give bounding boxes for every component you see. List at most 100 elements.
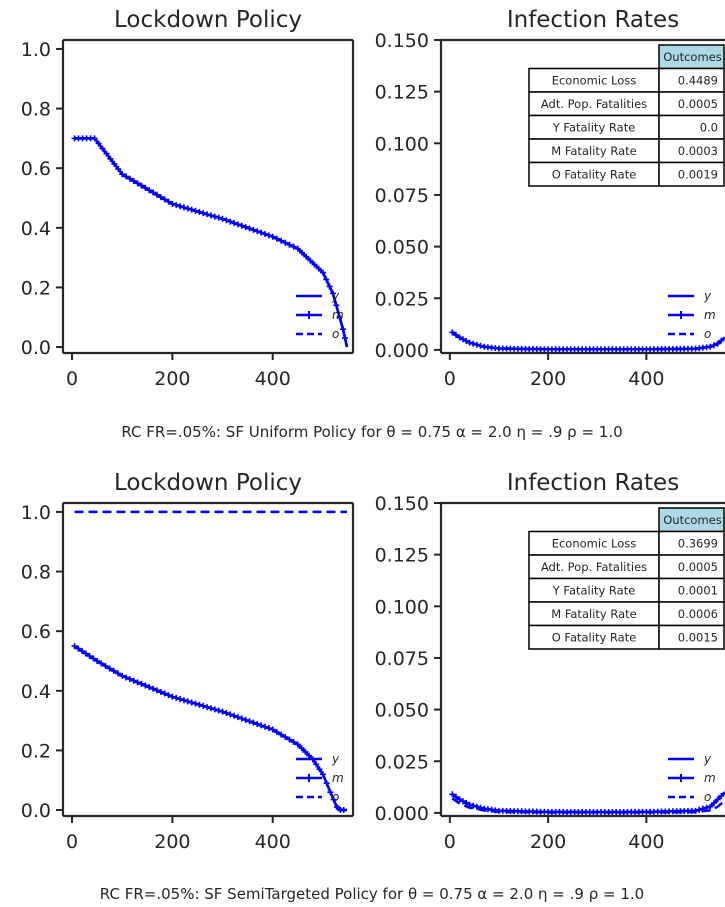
series-marker-m [177, 696, 184, 703]
x-tick-label: 400 [628, 831, 664, 853]
series-marker-m [196, 208, 203, 215]
legend-label-o: o [704, 327, 711, 341]
panel-3: Lockdown Policy 0.0 0.2 0.4 0.6 0.8 1.0 0 200 400… [21, 470, 355, 853]
series-marker-m [196, 701, 203, 708]
series-marker-m [90, 655, 97, 662]
legend-marker-m [677, 311, 685, 319]
series-marker-m [169, 693, 176, 700]
series-marker-m [302, 748, 309, 755]
series-marker-m [316, 766, 323, 773]
outcomes-row-label: Adt. Pop. Fatalities [541, 560, 647, 574]
series-marker-m [146, 684, 153, 691]
y-tick-label: 0.6 [21, 621, 51, 643]
series-marker-m [273, 729, 280, 736]
series-marker-m [110, 667, 117, 674]
outcomes-row-value: 0.0006 [678, 607, 718, 621]
series-marker-m [242, 716, 249, 723]
series-marker-m [207, 705, 214, 712]
caption-uniform-policy: RC FR=.05%: SF Uniform Policy for θ = 0.… [121, 423, 622, 441]
series-marker-m [227, 711, 234, 718]
series-marker-m [115, 670, 122, 677]
axes-frame [61, 501, 355, 818]
series-marker-m [211, 706, 218, 713]
x-tick-label: 200 [530, 831, 566, 853]
series-marker-m [223, 710, 230, 717]
series-marker-m [157, 194, 164, 201]
outcomes-row-value: 0.0005 [678, 97, 718, 111]
outcomes-row-value-cell [658, 624, 725, 650]
data-area [449, 791, 725, 816]
outcomes-row-value: 0.0005 [678, 560, 718, 574]
legend: ymo [296, 289, 344, 341]
y-tick-label: 0.025 [375, 751, 429, 773]
series-marker-m [184, 698, 191, 705]
series-marker-m [102, 662, 109, 669]
y-tick-label: 0.4 [21, 218, 51, 240]
outcomes-row-value: 0.3699 [678, 537, 718, 551]
series-marker-m [282, 734, 289, 741]
x-tick-label: 0 [66, 831, 78, 853]
series-marker-m [192, 700, 199, 707]
series-marker-m [323, 780, 330, 787]
data-area [71, 510, 347, 814]
y-tick-label: 0.0 [21, 800, 51, 822]
outcomes-row-label: O Fatality Rate [552, 168, 637, 182]
outcomes-header: Outcomes [663, 513, 721, 527]
y-tick-label: 1.0 [21, 39, 51, 61]
series-marker-m [262, 723, 269, 730]
legend-marker-m [305, 774, 313, 782]
series-marker-m [327, 789, 334, 796]
series-line-o [451, 797, 725, 814]
series-marker-m [153, 687, 160, 694]
series-marker-m [161, 690, 168, 697]
legend-label-o: o [332, 790, 339, 804]
series-marker-m [86, 653, 93, 660]
series-marker-m [306, 752, 313, 759]
y-tick-label: 0.6 [21, 158, 51, 180]
series-marker-m [330, 796, 337, 803]
series-marker-m [262, 230, 269, 237]
y-tick-label: 0.2 [21, 277, 51, 299]
x-tick-label: 400 [255, 831, 291, 853]
legend-label-y: y [331, 289, 340, 303]
series-marker-m [290, 738, 297, 745]
series-line-o [451, 331, 725, 351]
series-marker-m [119, 672, 126, 679]
outcomes-table: Outcomes Economic Loss 0.4489 Adt. Pop. Fat… [528, 44, 725, 187]
legend-label-o: o [332, 327, 339, 341]
series-marker-m [94, 657, 101, 664]
series-marker-m [223, 217, 230, 224]
series-marker-m [173, 694, 180, 701]
series-marker-m [165, 692, 172, 699]
y-tick-label: 0.075 [375, 648, 429, 670]
series-marker-m [82, 650, 89, 657]
panel-title: Lockdown Policy [114, 470, 302, 496]
outcomes-row-label: Economic Loss [552, 537, 637, 551]
legend-label-m: m [704, 771, 716, 785]
y-tick-label: 0.100 [375, 596, 429, 618]
legend-label-y: y [703, 752, 712, 766]
series-marker-m [126, 676, 133, 683]
outcomes-header: Outcomes [663, 50, 721, 64]
outcomes-row-value: 0.0 [700, 121, 718, 135]
x-tick-label: 0 [66, 368, 78, 390]
legend-label-m: m [332, 771, 344, 785]
legend-marker-m [677, 774, 685, 782]
y-tick-label: 0.025 [375, 288, 429, 310]
series-marker-m [250, 719, 257, 726]
series-marker-m [258, 722, 265, 729]
legend: ymo [668, 752, 716, 804]
series-marker-m [246, 718, 253, 725]
series-marker-m [278, 731, 285, 738]
series-line-o [74, 137, 349, 348]
data-area [449, 329, 725, 353]
legend: ymo [668, 289, 716, 341]
y-tick-label: 0.0 [21, 337, 51, 359]
outcomes-row-value: 0.0019 [678, 168, 718, 182]
series-marker-m [79, 648, 86, 655]
series-marker-m [286, 736, 293, 743]
panel-4: Infection Rates 0.000 0.025 0.050 0.075 0.100… [375, 470, 725, 853]
series-marker-m [452, 793, 459, 800]
series-marker-m [106, 665, 113, 672]
